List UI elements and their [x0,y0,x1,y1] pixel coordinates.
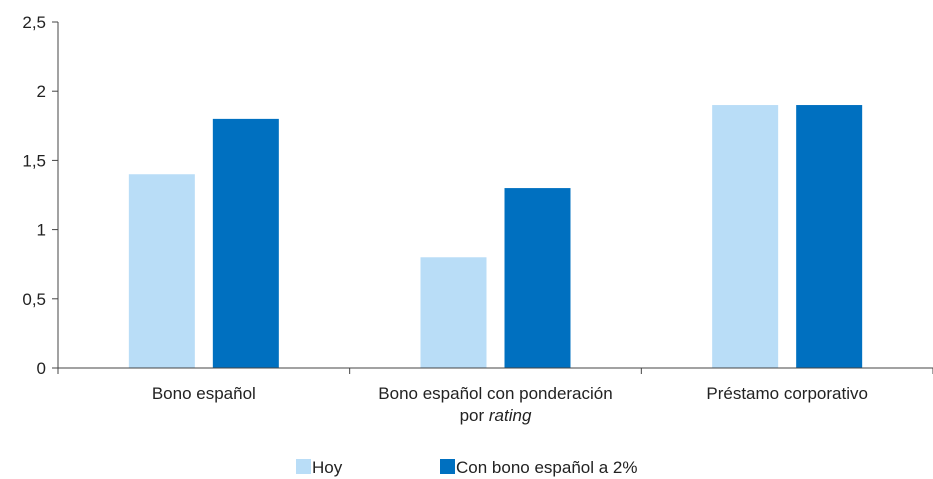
y-tick-label: 0 [37,359,46,378]
category-label: Bono español [152,384,256,403]
legend-label: Con bono español a 2% [456,458,637,477]
legend: Hoy Con bono español a 2% [296,458,637,477]
bars-layer [128,105,863,368]
bar [796,105,863,368]
category-labels: Bono español Bono español con ponderación… [152,384,868,425]
y-tick-label: 0,5 [22,290,46,309]
bar [420,257,487,368]
legend-label: Hoy [312,458,343,477]
bar [504,188,571,368]
bar [212,118,279,368]
category-label: por rating [460,406,532,425]
axes-layer [57,22,933,369]
category-label: Bono español con ponderación [378,384,612,403]
y-tick-label: 1,5 [22,151,46,170]
bar [712,105,779,368]
legend-swatch [296,459,311,474]
y-tick-label: 2 [37,82,46,101]
bar [128,174,195,368]
category-label: Préstamo corporativo [706,384,868,403]
legend-swatch [440,459,455,474]
y-tick-label: 2,5 [22,13,46,32]
y-ticks: 0 0,5 1 1,5 2 2,5 [22,13,58,378]
x-ticks [57,368,933,374]
y-tick-label: 1 [37,221,46,240]
